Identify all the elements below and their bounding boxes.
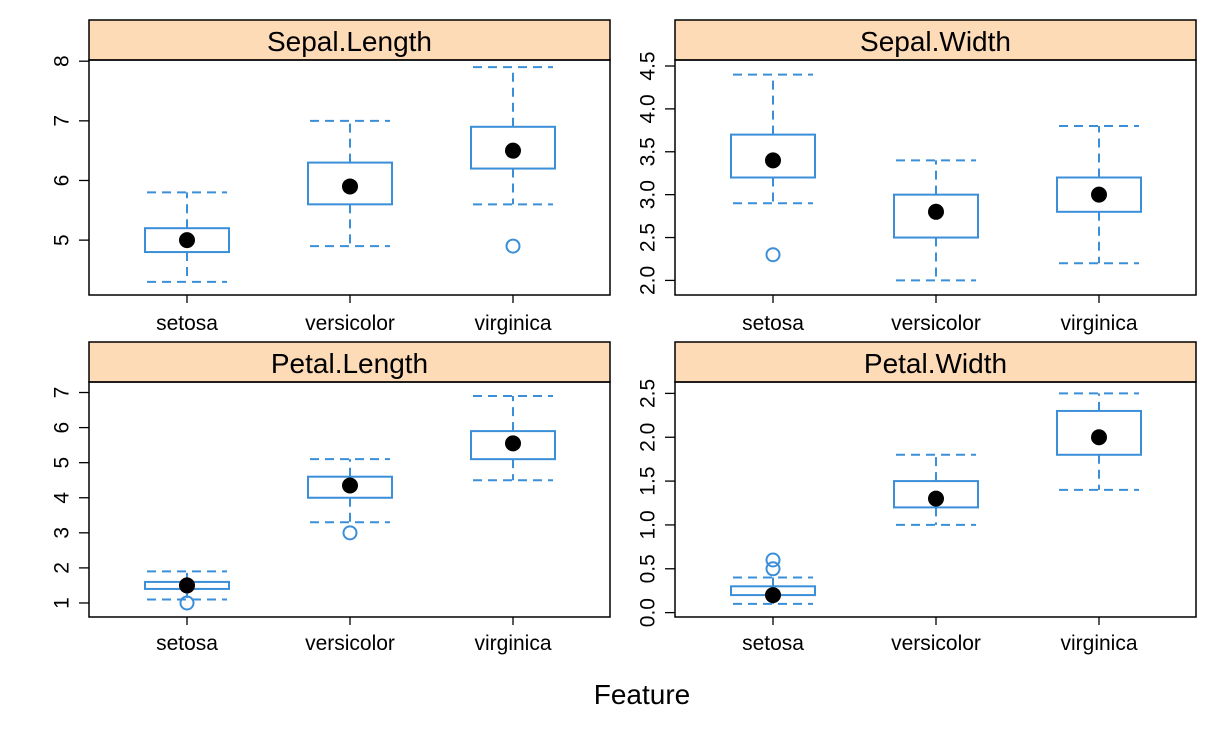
box-setosa: setosa [730,552,816,655]
box-versicolor: versicolor [305,119,395,335]
y-tick-label: 8 [51,55,74,67]
y-tick-label: 1.5 [637,466,660,495]
y-tick-label: 6 [51,175,74,187]
y-tick-label: 3.0 [637,180,660,209]
median-dot [928,203,944,220]
y-tick-label: 3.5 [637,137,660,166]
plot-frame [88,59,611,296]
iqr-box [470,125,556,170]
x-tick-label: virginica [474,632,551,655]
panel-title: Sepal.Width [860,26,1011,57]
iqr-box [1056,176,1142,213]
box-virginica: virginica [470,66,556,335]
outlier-point [765,561,781,577]
box-versicolor: versicolor [305,458,395,655]
outlier-point [765,247,781,263]
median-dot [505,435,521,452]
panel-title: Petal.Length [271,348,428,379]
panel-petal-length: Petal.Length 1 2 3 4 5 6 7 setosa versicolor virgi… [51,341,611,655]
y-tick-label: 4.0 [637,94,660,123]
x-tick-label: setosa [742,312,804,335]
median-dot [179,232,195,249]
panel-title: Sepal.Length [267,26,432,57]
box-virginica: virginica [470,395,556,655]
median-dot [765,587,781,604]
y-tick-label: 2.0 [637,423,660,452]
iqr-box [730,133,816,179]
box-setosa: setosa [144,191,230,335]
panel-strip [88,341,611,383]
y-tick-label: 7 [51,387,74,399]
box-setosa: setosa [144,570,230,655]
y-tick-label: 7 [51,115,74,127]
y-tick-label: 2 [51,562,74,574]
outlier-point [505,238,521,254]
median-dot [505,142,521,159]
y-tick-label: 4 [51,492,74,504]
y-tick-label: 1.0 [637,510,660,539]
panel-sepal-length: Sepal.Length 5 6 7 8 setosa versicolor virginic… [51,19,611,335]
y-tick-label: 6 [51,422,74,434]
box-versicolor: versicolor [891,159,981,335]
x-tick-label: virginica [474,312,551,335]
x-tick-label: setosa [156,312,218,335]
y-tick-label: 2.5 [637,379,660,408]
median-dot [928,490,944,507]
median-dot [765,152,781,169]
panel-title: Petal.Width [864,348,1007,379]
y-tick-label: 5 [51,234,74,246]
x-tick-label: versicolor [891,632,981,655]
y-tick-label: 0.5 [637,554,660,583]
x-tick-label: versicolor [305,312,395,335]
outlier-point [342,525,358,541]
panel-strip [674,341,1197,383]
median-dot [179,577,195,594]
y-tick-label: 2.0 [637,266,660,295]
iqr-box [307,161,393,206]
x-axis-title: Feature [594,679,691,710]
y-tick-label: 2.5 [637,223,660,252]
x-tick-label: setosa [156,632,218,655]
box-virginica: virginica [1056,125,1142,335]
outlier-point [765,552,781,568]
median-dot [342,477,358,494]
x-tick-label: versicolor [891,312,981,335]
x-tick-label: versicolor [305,632,395,655]
box-virginica: virginica [1056,392,1142,655]
panel-strip [88,19,611,61]
iqr-box [307,475,393,499]
x-tick-label: virginica [1060,632,1137,655]
outlier-point [179,595,195,611]
panel-sepal-width: Sepal.Width 2.0 2.5 3.0 3.5 4.0 4.5 setosa versi… [637,19,1197,335]
iqr-box [470,430,556,461]
box-setosa: setosa [730,73,816,335]
x-tick-label: setosa [742,632,804,655]
y-tick-label: 3 [51,527,74,539]
y-tick-label: 0.0 [637,598,660,627]
box-versicolor: versicolor [891,453,981,655]
iqr-box [144,227,230,254]
iqr-box [893,480,979,509]
x-tick-label: virginica [1060,312,1137,335]
iqr-box [893,193,979,239]
median-dot [342,178,358,195]
panels: Sepal.Length 5 6 7 8 setosa versicolor virginic… [51,19,1197,655]
y-tick-label: 5 [51,457,74,469]
median-dot [1091,429,1107,446]
panel-petal-width: Petal.Width 0.0 0.5 1.0 1.5 2.0 2.5 setosa versi… [637,341,1197,655]
iqr-box [1056,409,1142,456]
y-tick-label: 4.5 [637,51,660,80]
median-dot [1091,186,1107,203]
y-tick-label: 1 [51,597,74,609]
